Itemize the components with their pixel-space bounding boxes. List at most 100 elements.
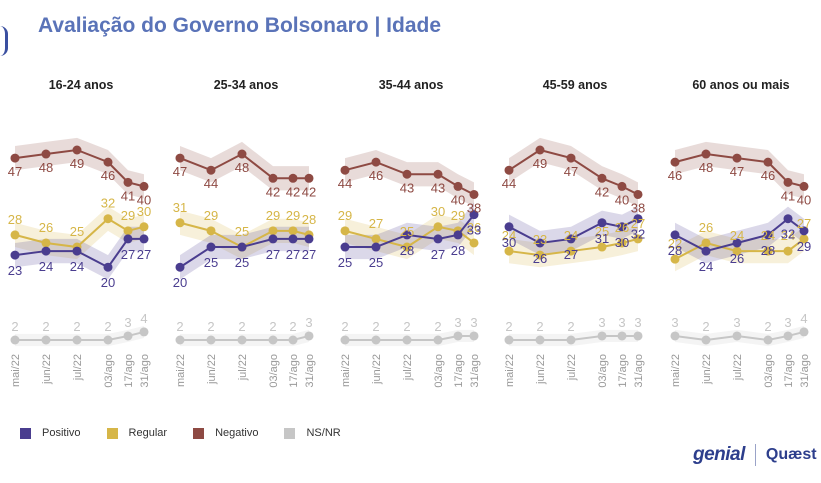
marker-ns-nr (288, 335, 298, 345)
data-label-negativo: 46 (369, 168, 383, 183)
data-label-ns-nr: 3 (634, 315, 641, 330)
data-label-positivo: 27 (286, 247, 300, 262)
marker-regular (268, 226, 278, 236)
marker-regular (340, 226, 350, 236)
marker-negativo (103, 157, 113, 167)
data-label-positivo: 27 (121, 247, 135, 262)
marker-ns-nr (732, 331, 742, 341)
data-label-ns-nr: 2 (176, 319, 183, 334)
data-label-negativo: 38 (631, 200, 645, 215)
data-label-positivo: 33 (467, 223, 481, 238)
data-label-negativo: 40 (615, 192, 629, 207)
data-label-ns-nr: 3 (733, 315, 740, 330)
marker-regular (566, 246, 576, 256)
marker-ns-nr (670, 331, 680, 341)
x-tick-label: jun/22 (535, 354, 547, 385)
marker-ns-nr (469, 331, 479, 341)
panel-title: 35-44 anos (379, 78, 444, 92)
data-label-ns-nr: 2 (207, 319, 214, 334)
legend-swatch-negativo (193, 427, 205, 439)
data-label-ns-nr: 3 (470, 315, 477, 330)
data-label-negativo: 42 (302, 184, 316, 199)
data-label-positivo: 28 (761, 243, 775, 258)
marker-regular (41, 238, 51, 248)
marker-ns-nr (402, 335, 412, 345)
data-label-regular: 27 (631, 216, 645, 231)
marker-negativo (783, 177, 793, 187)
data-label-ns-nr: 2 (372, 319, 379, 334)
marker-regular (783, 246, 793, 256)
data-label-ns-nr: 3 (784, 315, 791, 330)
data-label-positivo: 25 (338, 255, 352, 270)
marker-positivo (535, 238, 545, 248)
marker-regular (139, 222, 149, 232)
marker-positivo (340, 242, 350, 252)
data-label-ns-nr: 2 (42, 319, 49, 334)
marker-ns-nr (123, 331, 133, 341)
x-tick-label: jul/22 (566, 354, 578, 381)
data-label-regular: 25 (235, 224, 249, 239)
marker-negativo (504, 165, 514, 175)
marker-negativo (402, 169, 412, 179)
data-label-positivo: 26 (533, 251, 547, 266)
legend-label-nsnr: NS/NR (306, 427, 341, 439)
x-tick-label: 03/ago (763, 354, 775, 388)
marker-ns-nr (237, 335, 247, 345)
x-tick-label: 03/ago (597, 354, 609, 388)
data-label-regular: 28 (8, 212, 22, 227)
marker-negativo (237, 149, 247, 159)
legend-swatch-regular (106, 427, 118, 439)
data-label-ns-nr: 3 (618, 315, 625, 330)
marker-negativo (72, 145, 82, 155)
marker-regular (799, 234, 809, 244)
data-label-positivo: 20 (101, 275, 115, 290)
data-label-regular: 22 (668, 236, 682, 251)
marker-negativo (566, 153, 576, 163)
x-tick-label: 17/ago (288, 354, 300, 388)
marker-negativo (175, 153, 185, 163)
marker-positivo (763, 230, 773, 240)
data-label-positivo: 24 (70, 259, 84, 274)
data-label-regular: 30 (431, 204, 445, 219)
marker-regular (175, 218, 185, 228)
data-label-positivo: 32 (631, 227, 645, 242)
marker-positivo (617, 222, 627, 232)
data-label-ns-nr: 2 (269, 319, 276, 334)
data-label-positivo: 25 (235, 255, 249, 270)
marker-ns-nr (617, 331, 627, 341)
data-label-positivo: 23 (8, 263, 22, 278)
marker-regular (701, 238, 711, 248)
data-label-ns-nr: 2 (73, 319, 80, 334)
marker-ns-nr (597, 331, 607, 341)
marker-regular (633, 234, 643, 244)
x-tick-label: 17/ago (123, 354, 135, 388)
marker-positivo (566, 234, 576, 244)
marker-regular (763, 246, 773, 256)
marker-positivo (371, 242, 381, 252)
x-tick-label: 17/ago (453, 354, 465, 388)
marker-positivo (402, 230, 412, 240)
data-label-negativo: 40 (797, 192, 811, 207)
marker-negativo (371, 157, 381, 167)
data-label-negativo: 46 (101, 168, 115, 183)
panel-title: 25-34 anos (214, 78, 279, 92)
data-label-negativo: 46 (668, 168, 682, 183)
x-tick-label: 17/ago (617, 354, 629, 388)
left-accent-bar (0, 26, 8, 56)
x-tick-label: 31/ago (469, 354, 481, 388)
data-label-negativo: 44 (338, 176, 352, 191)
marker-ns-nr (433, 335, 443, 345)
data-label-regular: 26 (467, 220, 481, 235)
marker-negativo (670, 157, 680, 167)
x-tick-label: mai/22 (504, 354, 516, 387)
data-label-regular: 27 (797, 216, 811, 231)
data-label-negativo: 44 (502, 176, 516, 191)
data-label-positivo: 20 (173, 275, 187, 290)
legend-swatch-positivo (20, 427, 31, 439)
x-tick-label: mai/22 (340, 354, 352, 387)
legend-item-nsnr: NS/NR (284, 427, 341, 439)
band-negativo (509, 137, 638, 207)
data-label-negativo: 49 (533, 156, 547, 171)
